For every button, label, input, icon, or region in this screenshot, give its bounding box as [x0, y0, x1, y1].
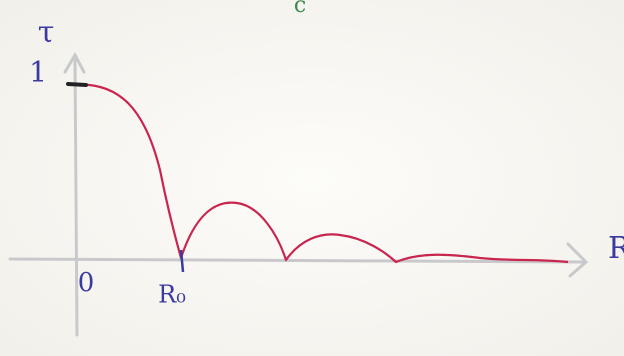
- origin-label: 0: [78, 268, 95, 298]
- y-mark: 1: [29, 56, 47, 89]
- y-label: τ: [38, 15, 55, 50]
- sketch: c τ 1 0 R₀ R: [0, 0, 624, 356]
- page: c τ 1 0 R₀ R (() => { const data = JSON.…: [0, 0, 624, 356]
- start-mark: [68, 84, 86, 85]
- paper: [0, 0, 624, 356]
- x-label: R: [608, 231, 624, 266]
- y-axis: [75, 60, 77, 335]
- x-mark: R₀: [158, 281, 186, 309]
- top-fragment: c: [294, 0, 306, 18]
